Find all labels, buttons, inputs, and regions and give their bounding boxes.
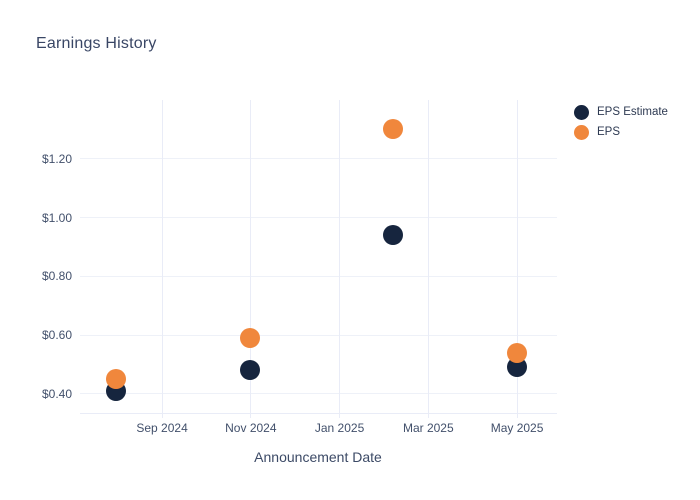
legend: EPS Estimate EPS: [574, 104, 668, 140]
chart-title: Earnings History: [36, 35, 157, 52]
y-gridline: [80, 334, 557, 336]
data-point-eps[interactable]: [239, 328, 260, 349]
x-gridline: [516, 100, 518, 413]
x-tick-label: May 2025: [490, 421, 544, 435]
x-tick-mark: [161, 413, 163, 418]
x-tick-mark: [250, 413, 252, 418]
legend-label-eps: EPS: [597, 125, 621, 138]
y-tick-label: $1.00: [41, 210, 72, 225]
legend-item-eps-estimate[interactable]: EPS Estimate: [574, 104, 668, 120]
x-tick-mark: [339, 413, 341, 418]
x-gridline: [161, 100, 163, 413]
legend-marker-eps-estimate-icon: [574, 104, 589, 120]
y-tick-label: $0.40: [41, 386, 72, 401]
data-point-eps-estimate[interactable]: [382, 225, 403, 246]
data-point-eps[interactable]: [106, 369, 127, 390]
x-tick-label: Sep 2024: [136, 421, 188, 435]
data-point-eps-estimate[interactable]: [507, 357, 528, 378]
x-tick-mark: [427, 413, 429, 418]
x-gridline: [250, 100, 252, 413]
data-point-eps-estimate[interactable]: [239, 360, 260, 381]
x-tick-label: Jan 2025: [314, 421, 365, 435]
legend-marker-eps-icon: [574, 124, 589, 140]
x-tick-label: Nov 2024: [225, 421, 277, 435]
data-point-eps[interactable]: [507, 342, 528, 363]
x-axis-line: [80, 413, 557, 414]
y-tick-label: $0.80: [41, 269, 72, 284]
x-tick-label: Mar 2025: [402, 421, 454, 435]
y-tick-label: $1.20: [41, 151, 72, 166]
x-tick-mark: [516, 413, 518, 418]
legend-label-eps-estimate: EPS Estimate: [597, 105, 668, 118]
data-point-eps[interactable]: [382, 119, 403, 140]
y-gridline: [80, 158, 557, 160]
x-gridline: [339, 100, 341, 413]
y-gridline: [80, 275, 557, 277]
y-gridline: [80, 393, 557, 395]
legend-item-eps[interactable]: EPS: [574, 124, 668, 140]
x-gridline: [427, 100, 429, 413]
y-tick-label: $0.60: [41, 328, 72, 343]
y-gridline: [80, 217, 557, 219]
x-axis-title: Announcement Date: [254, 449, 382, 465]
